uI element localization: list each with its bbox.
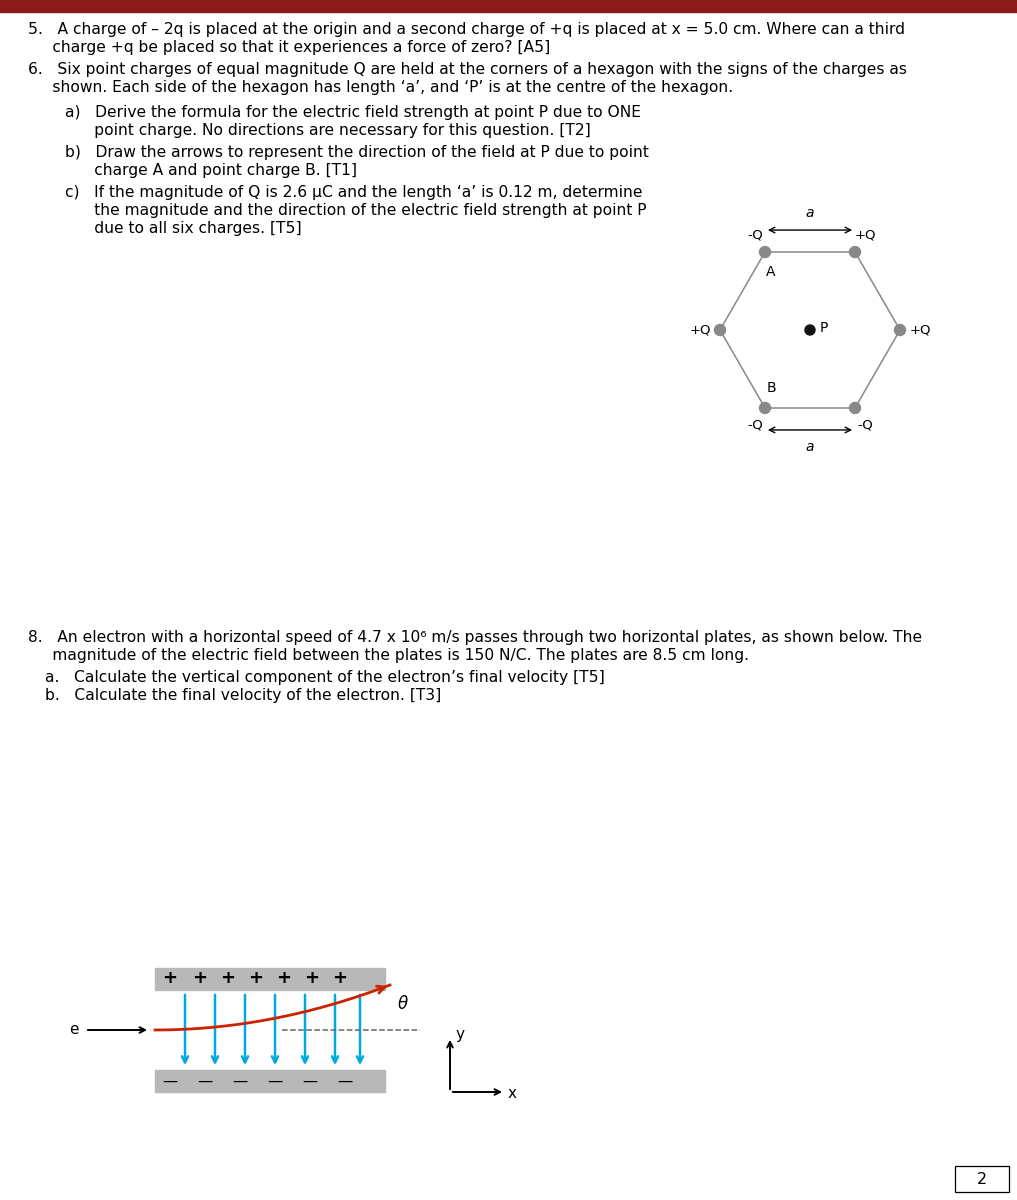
Text: 5.   A charge of – 2q is placed at the origin and a second charge of +q is place: 5. A charge of – 2q is placed at the ori…	[28, 22, 905, 37]
Text: —: —	[338, 1074, 353, 1088]
Text: point charge. No directions are necessary for this question. [T2]: point charge. No directions are necessar…	[65, 122, 591, 138]
Text: 6.   Six point charges of equal magnitude Q are held at the corners of a hexagon: 6. Six point charges of equal magnitude …	[28, 62, 907, 77]
Text: A: A	[766, 265, 776, 280]
Text: —: —	[163, 1074, 178, 1088]
Bar	[155, 1070, 385, 1092]
Circle shape	[805, 325, 815, 335]
Text: +Q: +Q	[854, 228, 876, 241]
Text: 2: 2	[977, 1171, 988, 1187]
Text: y: y	[456, 1026, 465, 1042]
Text: -Q: -Q	[747, 419, 763, 432]
Circle shape	[715, 324, 725, 336]
Circle shape	[760, 246, 771, 258]
Text: e: e	[69, 1021, 79, 1037]
Text: 8.   An electron with a horizontal speed of 4.7 x 10⁶ m/s passes through two hor: 8. An electron with a horizontal speed o…	[28, 630, 922, 646]
Text: +Q: +Q	[690, 324, 711, 336]
Text: the magnitude and the direction of the electric field strength at point P: the magnitude and the direction of the e…	[65, 203, 647, 218]
Text: x: x	[508, 1086, 517, 1102]
Text: a: a	[805, 206, 815, 220]
Text: +Q: +Q	[909, 324, 931, 336]
Text: +: +	[277, 968, 292, 986]
Text: due to all six charges. [T5]: due to all six charges. [T5]	[65, 221, 302, 236]
Bar	[155, 968, 385, 990]
Circle shape	[760, 402, 771, 414]
Text: b.   Calculate the final velocity of the electron. [T3]: b. Calculate the final velocity of the e…	[45, 688, 441, 703]
Text: +: +	[221, 968, 236, 986]
Text: c)   If the magnitude of Q is 2.6 μC and the length ‘a’ is 0.12 m, determine: c) If the magnitude of Q is 2.6 μC and t…	[65, 185, 643, 200]
Text: magnitude of the electric field between the plates is 150 N/C. The plates are 8.: magnitude of the electric field between …	[28, 648, 749, 662]
Circle shape	[895, 324, 905, 336]
Text: a: a	[805, 440, 815, 454]
Text: +: +	[333, 968, 348, 986]
Text: -Q: -Q	[747, 228, 763, 241]
Bar	[0, 0, 1017, 12]
Text: charge A and point charge B. [T1]: charge A and point charge B. [T1]	[65, 163, 357, 178]
Text: -Q: -Q	[857, 419, 873, 432]
Bar	[955, 1166, 1009, 1192]
Text: +: +	[248, 968, 263, 986]
Text: —: —	[267, 1074, 283, 1088]
Text: $\theta$: $\theta$	[397, 995, 409, 1013]
Text: —: —	[302, 1074, 317, 1088]
Text: +: +	[163, 968, 178, 986]
Text: P: P	[820, 320, 829, 335]
Text: +: +	[304, 968, 319, 986]
Circle shape	[849, 402, 860, 414]
Circle shape	[849, 246, 860, 258]
Text: charge +q be placed so that it experiences a force of zero? [A5]: charge +q be placed so that it experienc…	[28, 40, 550, 55]
Text: shown. Each side of the hexagon has length ‘a’, and ‘P’ is at the centre of the : shown. Each side of the hexagon has leng…	[28, 80, 733, 95]
Text: B: B	[766, 380, 776, 395]
Text: —: —	[232, 1074, 247, 1088]
Text: +: +	[192, 968, 207, 986]
Text: —: —	[197, 1074, 213, 1088]
Text: a)   Derive the formula for the electric field strength at point P due to ONE: a) Derive the formula for the electric f…	[65, 104, 641, 120]
Text: a.   Calculate the vertical component of the electron’s final velocity [T5]: a. Calculate the vertical component of t…	[45, 670, 605, 685]
Text: b)   Draw the arrows to represent the direction of the field at P due to point: b) Draw the arrows to represent the dire…	[65, 145, 649, 160]
